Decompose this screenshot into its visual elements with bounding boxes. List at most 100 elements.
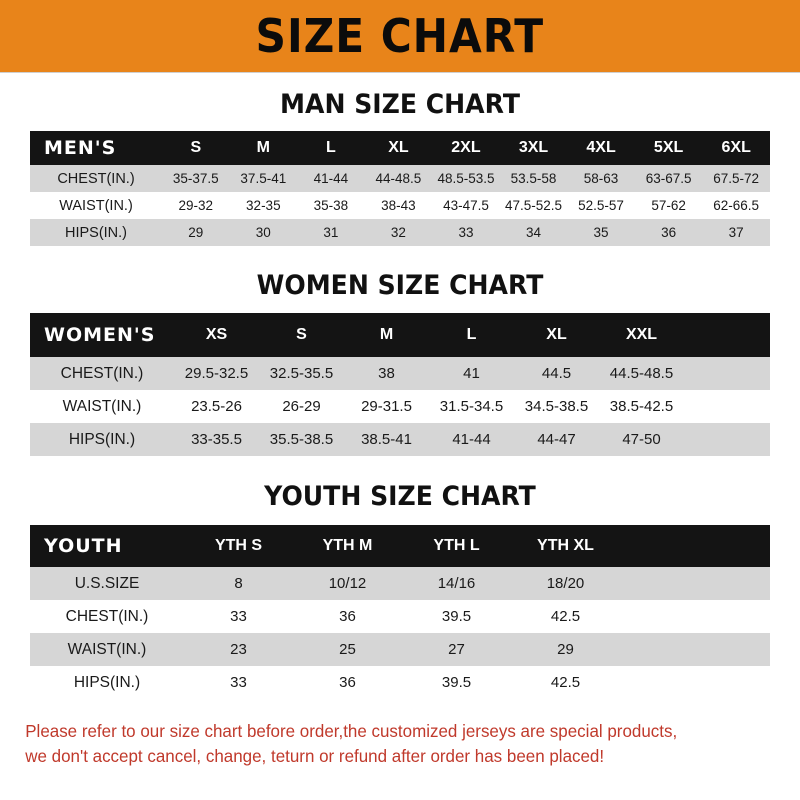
women-row-label: CHEST(IN.) xyxy=(60,364,144,382)
men-cell: 57-62 xyxy=(651,198,686,213)
men-cell: 34 xyxy=(525,225,542,240)
return-policy-note: Please refer to our size chart before or… xyxy=(0,719,776,769)
women-cell: 38.5-41 xyxy=(361,431,412,448)
men-cell: 41-44 xyxy=(313,171,349,186)
women-cell: 44.5 xyxy=(541,365,572,382)
youth-row-label: CHEST(IN.) xyxy=(65,607,149,625)
youth-cell: 27 xyxy=(448,641,465,658)
women-row-spacer xyxy=(684,390,770,423)
youth-header-spacer xyxy=(620,525,770,567)
table-row: WAIST(IN.) 23.5-26 26-29 29-31.5 31.5-34… xyxy=(30,390,770,423)
men-size-table: MEN'S S M L XL 2XL 3XL 4XL 5XL 6XL CHEST… xyxy=(30,131,770,246)
men-cell: 63-67.5 xyxy=(645,171,692,186)
women-cell: 38 xyxy=(378,365,395,382)
men-cell: 30 xyxy=(255,225,271,240)
men-cell: 35-37.5 xyxy=(172,171,219,186)
men-cell: 38-43 xyxy=(381,198,416,213)
youth-cell: 18/20 xyxy=(546,575,585,592)
youth-cell: 10/12 xyxy=(328,575,367,592)
youth-row-label: U.S.SIZE xyxy=(74,574,140,592)
men-cell: 52.5-57 xyxy=(578,198,624,213)
women-table-header-row: WOMEN'S XS S M L XL XXL xyxy=(30,313,770,357)
women-cell: 47-50 xyxy=(622,431,661,448)
youth-size-table: YOUTH YTH S YTH M YTH L YTH XL U.S.SIZE … xyxy=(30,525,770,699)
youth-row-label: WAIST(IN.) xyxy=(67,640,147,658)
men-size-header: 3XL xyxy=(518,139,549,156)
size-chart-banner: SIZE CHART xyxy=(0,0,800,73)
women-cell: 29.5-32.5 xyxy=(184,365,249,382)
men-cell: 36 xyxy=(661,225,677,240)
table-row: HIPS(IN.) 29 30 31 32 33 34 35 36 37 xyxy=(30,219,770,246)
youth-row-spacer xyxy=(620,600,770,633)
women-cell: 32.5-35.5 xyxy=(269,365,334,382)
men-cell: 48.5-53.5 xyxy=(437,171,495,186)
women-size-header: XS xyxy=(205,326,228,343)
men-size-header: 6XL xyxy=(721,139,751,156)
women-size-header: M xyxy=(379,326,394,343)
men-row-label: WAIST(IN.) xyxy=(59,197,133,214)
youth-size-header: YTH XL xyxy=(537,537,594,554)
men-cell: 47.5-52.5 xyxy=(504,198,563,213)
youth-cell: 23 xyxy=(230,641,247,658)
men-size-header: 5XL xyxy=(653,139,684,156)
youth-row-spacer xyxy=(620,666,770,699)
women-size-header: L xyxy=(466,326,477,343)
women-size-header: XXL xyxy=(625,326,658,343)
youth-row-spacer xyxy=(620,633,770,666)
women-cell: 33-35.5 xyxy=(191,431,242,448)
youth-section-title: YOUTH SIZE CHART xyxy=(264,481,536,512)
women-size-header: XL xyxy=(546,326,567,343)
women-row-spacer xyxy=(684,357,770,390)
men-table-header-row: MEN'S S M L XL 2XL 3XL 4XL 5XL 6XL xyxy=(30,131,770,165)
women-cell: 31.5-34.5 xyxy=(439,398,504,415)
women-size-header: S xyxy=(296,326,307,343)
youth-corner-label: YOUTH xyxy=(44,535,123,557)
women-row-label: HIPS(IN.) xyxy=(68,430,136,448)
youth-cell: 14/16 xyxy=(437,575,476,592)
women-header-spacer xyxy=(684,313,770,357)
youth-cell: 42.5 xyxy=(550,608,581,625)
men-size-header: XL xyxy=(388,139,409,156)
youth-cell: 39.5 xyxy=(441,674,472,691)
page-title: SIZE CHART xyxy=(255,9,545,63)
men-size-header: M xyxy=(256,139,270,156)
men-cell: 29 xyxy=(188,225,204,240)
women-cell: 44-47 xyxy=(537,431,576,448)
men-size-header: L xyxy=(325,139,336,156)
women-cell: 41-44 xyxy=(452,431,491,448)
table-row: CHEST(IN.) 35-37.5 37.5-41 41-44 44-48.5… xyxy=(30,165,770,192)
women-cell: 23.5-26 xyxy=(191,398,242,415)
youth-row-spacer xyxy=(620,567,770,600)
women-row-spacer xyxy=(684,423,770,456)
men-cell: 32 xyxy=(390,225,406,240)
men-cell: 29-32 xyxy=(178,198,214,213)
return-policy-line-1: Please refer to our size chart before or… xyxy=(25,721,678,741)
men-cell: 37 xyxy=(728,225,744,240)
youth-cell: 42.5 xyxy=(550,674,581,691)
return-policy-line-2: we don't accept cancel, change, teturn o… xyxy=(25,745,605,766)
men-corner-label: MEN'S xyxy=(44,137,117,159)
youth-cell: 25 xyxy=(339,641,356,658)
men-cell: 44-48.5 xyxy=(375,171,422,186)
men-cell: 35 xyxy=(593,225,609,240)
youth-cell: 36 xyxy=(339,608,356,625)
women-cell: 41 xyxy=(463,365,480,382)
men-cell: 35-38 xyxy=(313,198,349,213)
youth-cell: 29 xyxy=(557,641,574,658)
women-cell: 34.5-38.5 xyxy=(524,398,589,415)
table-row: U.S.SIZE 8 10/12 14/16 18/20 xyxy=(30,567,770,600)
table-row: HIPS(IN.) 33-35.5 35.5-38.5 38.5-41 41-4… xyxy=(30,423,770,456)
men-cell: 62-66.5 xyxy=(713,198,760,213)
youth-cell: 8 xyxy=(234,575,243,592)
youth-cell: 36 xyxy=(339,674,356,691)
men-size-header: S xyxy=(190,139,202,156)
women-size-table: WOMEN'S XS S M L XL XXL CHEST(IN.) 29.5-… xyxy=(30,313,770,456)
youth-cell: 33 xyxy=(230,674,247,691)
men-cell: 33 xyxy=(458,225,474,240)
men-cell: 31 xyxy=(323,225,339,240)
men-cell: 43-47.5 xyxy=(443,198,489,213)
table-row: WAIST(IN.) 23 25 27 29 xyxy=(30,633,770,666)
men-size-header: 2XL xyxy=(451,139,481,156)
women-corner-label: WOMEN'S xyxy=(44,324,156,346)
women-row-label: WAIST(IN.) xyxy=(62,397,142,415)
